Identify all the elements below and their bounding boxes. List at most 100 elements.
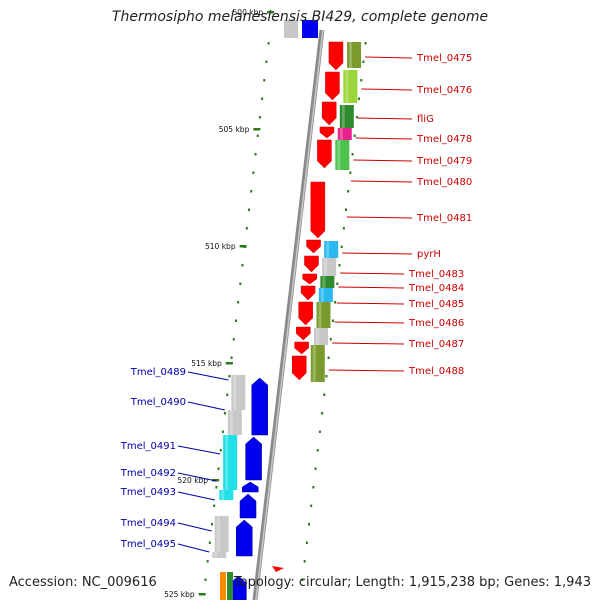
gene-box-shine bbox=[345, 70, 349, 103]
minor-tick bbox=[234, 319, 237, 322]
gene-label: Tmel_0495 bbox=[120, 539, 176, 550]
gene-label-leader bbox=[357, 117, 413, 120]
gene-feature-box bbox=[320, 276, 335, 288]
gene-label: fliG bbox=[417, 114, 434, 125]
major-tick bbox=[239, 245, 247, 248]
forward-cds-arrow bbox=[300, 285, 316, 301]
minor-tick bbox=[211, 523, 214, 526]
minor-tick bbox=[230, 356, 233, 359]
gene-label: Tmel_0478 bbox=[416, 134, 472, 145]
minor-tick bbox=[217, 467, 220, 470]
gene-label-leader bbox=[187, 401, 225, 411]
gene-box-shine bbox=[318, 302, 322, 328]
gene-label-leader bbox=[177, 491, 215, 501]
minor-tick bbox=[340, 245, 343, 248]
gene-label-leader bbox=[338, 286, 405, 289]
forward-cds-arrow bbox=[306, 239, 321, 254]
minor-tick bbox=[338, 264, 341, 267]
gene-label-leader bbox=[350, 180, 413, 183]
forward-cds-arrow bbox=[294, 341, 309, 355]
minor-tick bbox=[256, 134, 259, 137]
gene-label: Tmel_0479 bbox=[416, 156, 472, 167]
minor-tick bbox=[241, 264, 244, 267]
minor-tick bbox=[360, 79, 363, 82]
map-title: Thermosipho melanesiensis BI429, complet… bbox=[111, 9, 489, 25]
gene-feature-box bbox=[310, 345, 325, 382]
gene-label-leader bbox=[331, 342, 405, 345]
gene-feature-box bbox=[214, 516, 229, 552]
gene-box-shine bbox=[221, 490, 225, 500]
minor-tick bbox=[310, 504, 313, 507]
backbone-line bbox=[252, 29, 325, 600]
gene-box-shine bbox=[341, 105, 345, 128]
major-tick bbox=[212, 479, 220, 482]
gene-box-shine bbox=[320, 288, 324, 302]
gene-feature-box bbox=[347, 42, 362, 68]
forward-cds-arrow bbox=[304, 255, 319, 273]
minor-tick bbox=[355, 116, 358, 119]
gene-label-leader bbox=[336, 302, 405, 305]
gene-box-shine bbox=[339, 128, 343, 140]
gene-label: Tmel_0484 bbox=[408, 283, 464, 294]
minor-tick bbox=[250, 190, 253, 193]
gene-label-leader bbox=[355, 137, 413, 140]
gene-label: Tmel_0481 bbox=[416, 213, 472, 224]
gene-label-leader bbox=[177, 445, 221, 455]
minor-tick bbox=[349, 171, 352, 174]
minor-tick bbox=[312, 486, 315, 489]
gene-feature-box bbox=[223, 435, 238, 490]
gene-feature-box bbox=[343, 70, 358, 103]
minor-tick bbox=[208, 541, 211, 544]
minor-tick bbox=[329, 338, 332, 341]
forward-cds-arrow bbox=[302, 273, 317, 285]
forward-cds-arrow bbox=[296, 326, 311, 341]
major-tick bbox=[267, 11, 275, 14]
gene-label-leader bbox=[365, 56, 413, 59]
gene-label: Tmel_0480 bbox=[416, 177, 472, 188]
gene-box-shine bbox=[322, 276, 326, 288]
gene-box-shine bbox=[337, 140, 341, 170]
forward-cds-arrow bbox=[325, 71, 340, 101]
gene-label-leader bbox=[177, 472, 217, 482]
gene-label-leader bbox=[346, 216, 413, 219]
reverse-cds-arrow bbox=[245, 436, 262, 481]
gene-label-leader bbox=[342, 252, 413, 255]
gene-box-shine bbox=[315, 328, 319, 345]
forward-cds-arrow bbox=[328, 41, 344, 71]
forward-cds-arrow bbox=[310, 181, 326, 239]
minor-tick bbox=[221, 430, 224, 433]
gene-feature-box bbox=[231, 375, 246, 410]
gene-fragment bbox=[227, 572, 233, 600]
gene-label-leader bbox=[361, 88, 413, 91]
gene-box-shine bbox=[225, 435, 229, 490]
minor-tick bbox=[263, 79, 266, 82]
minor-tick bbox=[252, 171, 255, 174]
minor-tick bbox=[254, 153, 257, 156]
gene-label: Tmel_0486 bbox=[408, 318, 464, 329]
forward-cds-arrow bbox=[321, 101, 337, 126]
forward-cds-arrow bbox=[317, 139, 332, 169]
gene-label: Tmel_0493 bbox=[120, 487, 176, 498]
gene-label: Tmel_0483 bbox=[408, 269, 464, 280]
gene-feature-box bbox=[339, 105, 354, 128]
gene-fragment bbox=[284, 20, 298, 38]
gene-feature-box bbox=[219, 490, 234, 500]
scale-tick-label: 510 kbp bbox=[205, 242, 236, 251]
minor-tick bbox=[303, 560, 306, 563]
minor-tick bbox=[334, 301, 337, 304]
gene-feature-box bbox=[324, 241, 339, 258]
scale-tick-label: 500 kbp bbox=[233, 8, 264, 17]
major-tick bbox=[198, 593, 206, 596]
minor-tick bbox=[245, 227, 248, 230]
gene-box-shine bbox=[326, 241, 330, 258]
minor-tick bbox=[323, 393, 326, 396]
gene-box-shine bbox=[229, 410, 233, 435]
minor-tick bbox=[224, 412, 227, 415]
gene-label: Tmel_0475 bbox=[416, 53, 472, 64]
minor-tick bbox=[353, 134, 356, 137]
gene-box-shine bbox=[216, 516, 220, 552]
minor-tick bbox=[261, 97, 264, 100]
minor-tick bbox=[362, 60, 365, 63]
gene-label-leader bbox=[187, 371, 229, 381]
